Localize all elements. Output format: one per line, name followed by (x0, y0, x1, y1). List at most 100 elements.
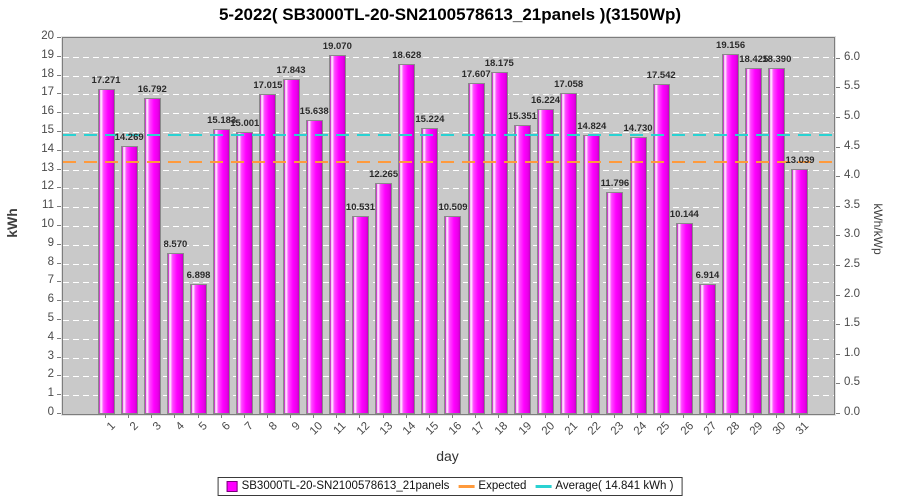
bar-day-5 (190, 284, 208, 414)
x-tick-mark (128, 415, 130, 418)
y-axis-left-tick-label: 12 (41, 180, 54, 193)
bar-day-15 (421, 127, 439, 414)
y-axis-left-tick-label: 17 (41, 86, 54, 99)
y-left-tick-mark (57, 243, 61, 245)
chart-title: 5-2022( SB3000TL-20-SN2100578613_21panel… (218, 5, 682, 24)
y-left-tick-mark (57, 206, 61, 208)
y-right-tick-mark (836, 353, 840, 355)
average-dash-icon (535, 484, 552, 488)
y-axis-left-tick-label: 14 (41, 142, 54, 155)
y-left-tick-mark (57, 262, 61, 264)
y-right-tick-mark (836, 176, 840, 178)
x-tick-mark (405, 415, 407, 418)
bar-day-25 (652, 84, 670, 414)
bar-day-30 (768, 68, 786, 414)
bar-value-label: 10.531 (345, 202, 375, 214)
y-axis-right-tick-label: 3.0 (844, 228, 860, 241)
legend-average-label: Average( 14.841 kWh ) (555, 480, 674, 492)
y-right-tick-mark (836, 116, 840, 118)
bar-value-label: 15.001 (230, 117, 260, 129)
bar-value-label: 10.144 (669, 209, 699, 221)
y-left-tick-mark (57, 112, 61, 114)
gridline (63, 188, 834, 190)
bar-day-6 (213, 128, 231, 414)
series-swatch-icon (226, 480, 238, 492)
y-axis-right-tick-label: 4.0 (844, 169, 860, 182)
x-tick-mark (313, 415, 315, 418)
bar-value-label: 15.351 (507, 111, 537, 123)
legend-expected-label: Expected (478, 480, 527, 492)
legend-item-series: SB3000TL-20-SN2100578613_21panels (226, 480, 449, 492)
y-left-tick-mark (57, 55, 61, 57)
y-axis-left-tick-label: 4 (47, 330, 54, 343)
bar-day-24 (629, 137, 647, 414)
gridline (63, 132, 834, 133)
x-tick-mark (498, 415, 500, 418)
x-tick-mark (660, 415, 662, 418)
bar-day-21 (560, 93, 578, 414)
y-axis-left-tick-label: 15 (41, 124, 54, 136)
y-left-tick-mark (57, 337, 61, 339)
y-right-tick-mark (836, 413, 840, 414)
bar-value-label: 17.607 (461, 68, 491, 80)
x-tick-mark (151, 415, 153, 418)
gridline (63, 56, 834, 58)
x-tick-mark (613, 415, 615, 418)
y-left-tick-mark (57, 149, 61, 151)
bar-value-label: 8.570 (163, 238, 188, 250)
bar-day-29 (745, 67, 763, 414)
y-left-tick-mark (57, 168, 61, 170)
bar-value-label: 6.898 (186, 270, 211, 282)
x-tick-mark (798, 415, 800, 418)
x-tick-mark (544, 415, 546, 418)
bar-day-3 (143, 98, 161, 414)
bar-day-23 (606, 192, 624, 414)
bar-value-label: 18.628 (392, 49, 422, 61)
legend-item-expected: Expected (458, 480, 526, 492)
gridline (63, 150, 834, 152)
bar-day-22 (583, 135, 601, 414)
x-tick-mark (266, 415, 268, 418)
y-right-tick-mark (836, 294, 840, 296)
y-axis-left-tick-label: 1 (47, 387, 54, 400)
x-tick-mark (105, 415, 106, 418)
y-left-tick-mark (57, 394, 61, 396)
bar-value-label: 18.390 (762, 54, 792, 66)
bar-value-label: 15.638 (299, 106, 329, 117)
y-axis-right-tick-label: 0.0 (844, 406, 860, 418)
bar-value-label: 15.183 (207, 114, 237, 126)
bar-value-label: 19.156 (716, 39, 746, 51)
bar-value-label: 14.269 (114, 131, 144, 143)
y-right-tick-mark (836, 87, 840, 89)
y-left-tick-mark (57, 131, 61, 132)
y-axis-right-tick-label: 5.5 (844, 80, 860, 93)
y-left-tick-mark (57, 300, 61, 302)
bar-value-label: 10.509 (438, 202, 468, 214)
bar-value-label: 6.914 (695, 270, 720, 282)
y-left-tick-mark (57, 375, 61, 377)
x-tick-mark (359, 415, 361, 418)
y-axis-left-tick-label: 18 (41, 67, 54, 80)
bar-day-7 (236, 131, 254, 414)
y-axis-left-tick-label: 13 (41, 161, 54, 174)
y-left-tick-mark (57, 356, 61, 358)
gridline (63, 113, 834, 115)
x-tick-mark (567, 415, 569, 418)
y-left-tick-mark (57, 319, 61, 320)
bar-day-4 (166, 252, 184, 414)
x-tick-mark (729, 415, 731, 418)
y-axis-left-tick-label: 2 (47, 368, 54, 381)
y-axis-left-tick-label: 10 (41, 218, 54, 230)
bar-day-19 (513, 125, 531, 414)
bar-value-label: 16.792 (137, 84, 167, 96)
y-axis-left-tick-label: 5 (47, 312, 54, 324)
y-left-tick-mark (57, 187, 61, 189)
y-axis-left-tick-label: 7 (47, 274, 54, 287)
bar-value-label: 13.039 (785, 154, 815, 166)
bar-day-17 (467, 83, 485, 414)
bar-value-label: 15.224 (415, 113, 445, 125)
y-axis-right-tick-label: 2.5 (844, 257, 860, 270)
bar-day-14 (398, 63, 416, 414)
x-tick-mark (290, 415, 292, 418)
